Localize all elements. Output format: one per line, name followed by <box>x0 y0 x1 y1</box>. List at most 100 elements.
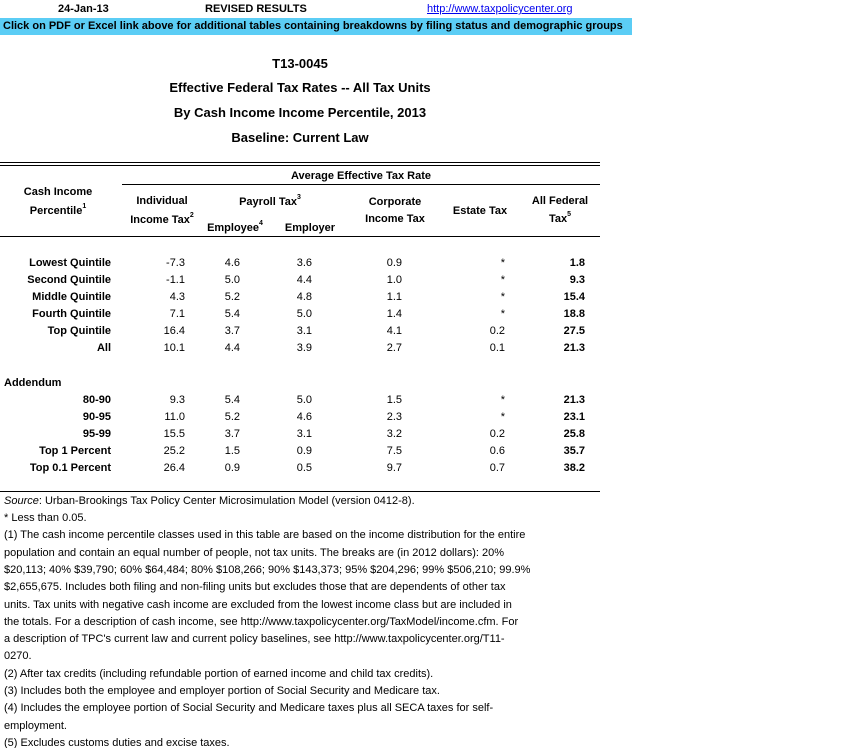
footnote-line: (4) Includes the employee portion of Soc… <box>4 702 494 715</box>
cell-value: 0.1 <box>489 342 505 354</box>
table-row: 90-95 11.0 5.2 4.6 2.3 * 23.1 <box>0 411 600 428</box>
cell-value: 3.7 <box>224 325 240 337</box>
cell-value: 15.5 <box>163 428 185 440</box>
cell-value: 11.0 <box>164 411 185 423</box>
cell-value: 3.9 <box>296 342 312 354</box>
cell-value: 23.1 <box>563 411 585 423</box>
cell-value: 3.7 <box>224 428 240 440</box>
cell-value: 16.4 <box>163 325 185 337</box>
cell-value: 5.4 <box>224 394 240 406</box>
header-estate: Estate Tax <box>452 205 508 217</box>
header-percentile-2: Percentile1 <box>29 203 87 217</box>
banner-text: Click on PDF or Excel link above for add… <box>3 20 623 32</box>
cell-value: 9.3 <box>169 394 185 406</box>
table-row: Middle Quintile 4.3 5.2 4.8 1.1 * 15.4 <box>0 291 600 308</box>
row-label: Middle Quintile <box>32 291 111 303</box>
cell-value: -1.1 <box>166 274 185 286</box>
header-all-federal-2: Tax5 <box>548 211 572 225</box>
cell-value: 25.8 <box>563 428 585 440</box>
footnote-line: a description of TPC's current law and c… <box>4 633 505 646</box>
cell-value: 5.0 <box>296 394 312 406</box>
cell-value: 25.2 <box>163 445 185 457</box>
cell-value: 0.5 <box>296 462 312 474</box>
row-label: Top Quintile <box>47 325 111 337</box>
cell-value: 3.1 <box>296 428 312 440</box>
cell-value: 0.9 <box>224 462 240 474</box>
cell-value: * <box>500 411 505 423</box>
row-label: 80-90 <box>82 394 111 406</box>
cell-value: * <box>500 308 505 320</box>
row-label: Lowest Quintile <box>29 257 111 269</box>
header-all-federal: All Federal <box>531 195 589 207</box>
divider <box>122 184 600 185</box>
baseline: Baseline: Current Law <box>231 130 369 145</box>
divider <box>0 491 600 492</box>
banner: Click on PDF or Excel link above for add… <box>0 18 632 35</box>
cell-value: 1.5 <box>386 394 402 406</box>
cell-value: * <box>500 291 505 303</box>
cell-value: 5.0 <box>296 308 312 320</box>
cell-value: 0.9 <box>296 445 312 457</box>
header-payroll: Payroll Tax3 <box>239 194 301 208</box>
cell-value: 0.6 <box>489 445 505 457</box>
cell-value: 2.3 <box>386 411 402 423</box>
cell-value: 5.4 <box>224 308 240 320</box>
addendum-label: Addendum <box>4 377 62 389</box>
cell-value: 3.2 <box>386 428 402 440</box>
cell-value: 4.3 <box>169 291 185 303</box>
table-row: Second Quintile -1.1 5.0 4.4 1.0 * 9.3 <box>0 274 600 291</box>
row-label: Top 1 Percent <box>39 445 111 457</box>
status-label: REVISED RESULTS <box>205 3 307 15</box>
table-row: Top 1 Percent 25.2 1.5 0.9 7.5 0.6 35.7 <box>0 445 600 462</box>
header-corporate: Corporate <box>368 196 422 208</box>
date: 24-Jan-13 <box>58 3 109 15</box>
site-link[interactable]: http://www.taxpolicycenter.org <box>427 3 573 15</box>
table-row: All 10.1 4.4 3.9 2.7 0.1 21.3 <box>0 342 600 359</box>
row-label: Top 0.1 Percent <box>29 462 111 474</box>
cell-value: 35.7 <box>563 445 585 457</box>
cell-value: 0.7 <box>489 462 505 474</box>
cell-value: 7.1 <box>169 308 185 320</box>
row-label: Fourth Quintile <box>32 308 111 320</box>
subtitle: By Cash Income Income Percentile, 2013 <box>173 105 427 120</box>
cell-value: 1.0 <box>386 274 402 286</box>
cell-value: 21.3 <box>563 342 585 354</box>
footnote-line: 0270. <box>4 650 32 663</box>
footnote-line: population and contain an equal number o… <box>4 546 505 559</box>
footnote-line: (3) Includes both the employee and emplo… <box>4 685 440 697</box>
table-row: 95-99 15.5 3.7 3.1 3.2 0.2 25.8 <box>0 428 600 445</box>
cell-value: 5.2 <box>224 411 240 423</box>
footnote-line: $20,113; 40% $39,790; 60% $64,484; 80% $… <box>4 563 531 576</box>
cell-value: 0.2 <box>489 428 505 440</box>
table-row: Fourth Quintile 7.1 5.4 5.0 1.4 * 18.8 <box>0 308 600 325</box>
table-row: Lowest Quintile -7.3 4.6 3.6 0.9 * 1.8 <box>0 257 600 274</box>
footnote-line: (5) Excludes customs duties and excise t… <box>4 736 230 748</box>
cell-value: 3.6 <box>296 257 312 269</box>
cell-value: 4.1 <box>386 325 402 337</box>
cell-value: 0.9 <box>386 257 402 269</box>
table-row: Top Quintile 16.4 3.7 3.1 4.1 0.2 27.5 <box>0 325 600 342</box>
header-individual-2: Income Tax2 <box>130 212 194 226</box>
footnote-line: employment. <box>4 719 67 732</box>
cell-value: * <box>500 257 505 269</box>
row-label: Second Quintile <box>27 274 111 286</box>
cell-value: 15.4 <box>563 291 585 303</box>
row-label: 90-95 <box>82 411 111 423</box>
cell-value: 4.4 <box>296 274 312 286</box>
cell-value: 5.2 <box>224 291 240 303</box>
footnote-line: the totals. For a description of cash in… <box>4 615 519 628</box>
page-title: Effective Federal Tax Rates -- All Tax U… <box>169 80 431 95</box>
header-corporate-2: Income Tax <box>365 213 425 225</box>
header-employer: Employer <box>284 222 336 234</box>
footnote-line: units. Tax units with negative cash inco… <box>4 598 512 611</box>
cell-value: * <box>500 394 505 406</box>
divider <box>0 162 600 163</box>
cell-value: 4.6 <box>296 411 312 423</box>
cell-value: 26.4 <box>163 462 185 474</box>
cell-value: 0.2 <box>489 325 505 337</box>
row-label: All <box>96 342 111 354</box>
cell-value: 1.8 <box>569 257 585 269</box>
cell-value: 9.3 <box>569 274 585 286</box>
cell-value: 9.7 <box>386 462 402 474</box>
